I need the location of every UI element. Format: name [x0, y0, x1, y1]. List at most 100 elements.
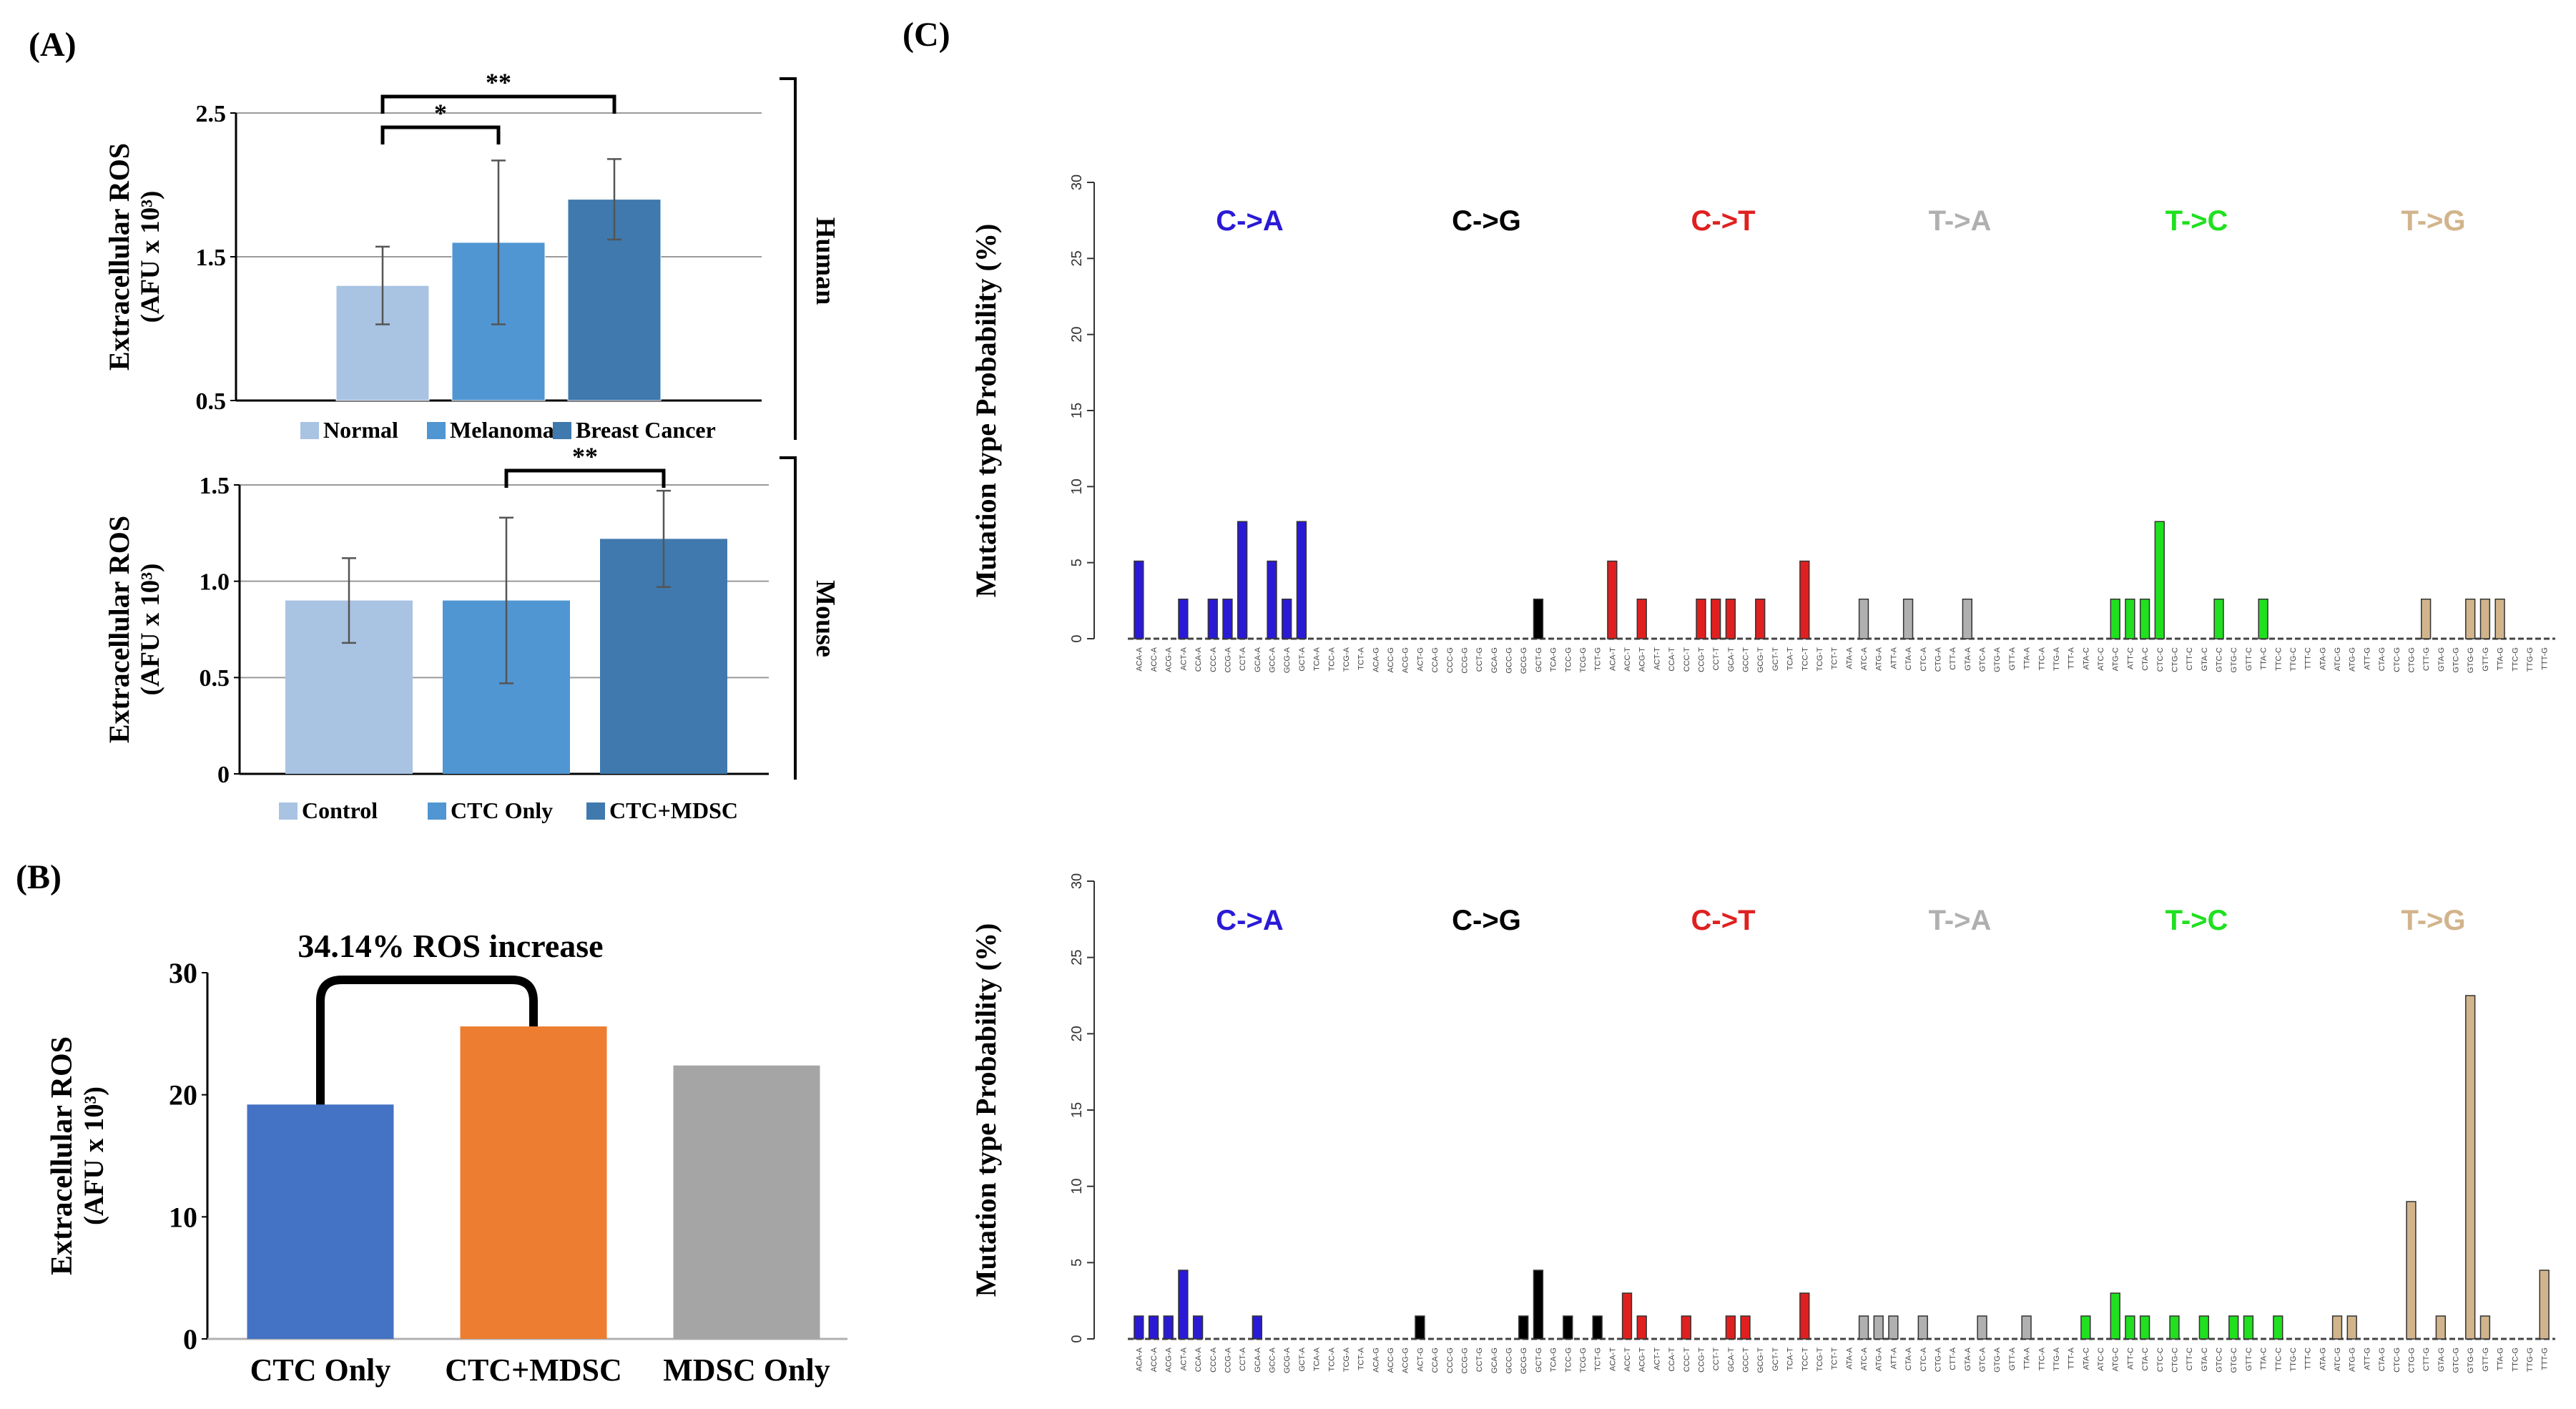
context-tick-label: TCA-G [1550, 1347, 1558, 1372]
chart-a-mouse: 0 0.5 1.0 1.5 Extracellular ROS (AFU x 10³) **… [103, 442, 769, 823]
mutation-bar [2125, 1315, 2135, 1340]
context-tick-label: CTT-G [2422, 1347, 2431, 1371]
context-tick-label: GCT-T [1771, 647, 1780, 671]
y-tick-label: 0.5 [196, 388, 227, 415]
context-tick-label: TCC-A [1327, 1347, 1336, 1371]
context-tick-label: GCC-G [1505, 1347, 1514, 1374]
context-tick-label: TTT-G [2541, 647, 2550, 670]
context-tick-label: CCT-T [1712, 1347, 1721, 1371]
context-tick-label: CTA-C [2141, 1347, 2150, 1371]
context-tick-label: GCA-T [1727, 1347, 1736, 1373]
mutation-bar [1592, 1315, 1603, 1340]
mouse-bracket [780, 456, 797, 780]
human-label: Human [810, 217, 840, 305]
y-axis-label-units: (AFU x 10³) [135, 564, 164, 696]
context-tick-label: CCG-A [1224, 1347, 1232, 1373]
mutation-bar [2125, 598, 2135, 639]
context-tick-label: TTC-C [2274, 647, 2283, 671]
mutation-bar [1621, 1292, 1633, 1340]
legend-label: Control [302, 797, 378, 823]
mutation-group-label: C->A [1216, 205, 1283, 237]
context-tick-label: TCT-T [1831, 647, 1839, 669]
context-tick-label: GCC-T [1742, 647, 1751, 672]
context-tick-label: TTA-A [2023, 1347, 2032, 1370]
context-tick-label: ATC-C [2097, 1347, 2105, 1371]
legend-label: Normal [323, 417, 398, 443]
human-bracket [780, 77, 797, 440]
y-tick-label: 20 [1069, 1026, 1085, 1041]
context-tick-label: CCT-G [1475, 1347, 1484, 1372]
mutation-bar [2479, 1315, 2491, 1340]
mutation-bar [2080, 1315, 2091, 1340]
context-tick-label: TTC-G [2511, 1347, 2520, 1372]
context-tick-label: GTA-A [1964, 1347, 1972, 1370]
y-tick-label: 1.0 [200, 569, 230, 596]
legend-swatch [300, 422, 319, 439]
legend-label: Melanoma [450, 417, 554, 443]
legend-label: CTC Only [451, 797, 553, 823]
context-tick-label: CCA-T [1668, 1347, 1676, 1372]
context-tick-label: TTC-C [2274, 1347, 2283, 1371]
context-tick-label: TCT-G [1594, 1347, 1603, 1371]
increase-bracket [316, 976, 538, 1105]
context-tick-label: CCC-T [1683, 1347, 1691, 1372]
y-tick-label: 5 [1069, 1259, 1085, 1267]
y-tick-label: 1.5 [196, 245, 227, 271]
y-tick-label: 25 [1069, 950, 1085, 966]
y-tick-label: 15 [1069, 403, 1085, 418]
context-tick-label: GCG-A [1283, 1347, 1292, 1373]
context-tick-label: GCA-G [1490, 647, 1499, 673]
y-tick-label: 30 [1069, 873, 1085, 889]
y-tick-label: 30 [1069, 175, 1085, 190]
legend-swatch [427, 422, 446, 439]
mutation-bar [1267, 560, 1277, 639]
mutation-bar [1282, 598, 1292, 639]
x-category-label: CTC Only [250, 1352, 391, 1388]
mutation-bar [1518, 1315, 1529, 1340]
context-tick-label: TTA-C [2260, 647, 2268, 670]
mutation-group-label: T->A [1929, 205, 1992, 237]
context-tick-label: ATC-A [1860, 1347, 1869, 1370]
context-tick-label: GTT-A [2008, 647, 2017, 670]
mutation-bar [1725, 598, 1736, 639]
context-tick-label: GCA-G [1490, 1347, 1499, 1373]
bar-mdsc-only [673, 1065, 820, 1339]
context-tick-label: TTA-A [2023, 647, 2032, 669]
panel-label-c: (C) [903, 16, 950, 54]
context-tick-label: TTG-C [2289, 647, 2298, 672]
context-tick-label: GCC-T [1742, 1347, 1751, 1373]
context-tick-label: TTT-C [2304, 647, 2313, 669]
context-tick-label: ACT-G [1416, 1347, 1425, 1372]
mutation-bar [1977, 1315, 1987, 1340]
context-tick-label: GTG-G [2467, 647, 2475, 673]
legend-swatch [428, 802, 446, 820]
context-tick-label: TTA-C [2260, 1347, 2268, 1370]
context-tick-label: GCA-A [1254, 647, 1262, 672]
mutation-bar [2479, 598, 2491, 639]
context-tick-label: TTT-G [2541, 1347, 2550, 1370]
context-tick-label: GCG-A [1283, 647, 1292, 673]
context-tick-label: TCC-G [1564, 1347, 1573, 1373]
context-tick-label: TCT-G [1594, 647, 1603, 671]
context-tick-label: GCT-G [1535, 647, 1543, 672]
context-tick-label: ATA-G [2319, 647, 2327, 670]
y-tick-label: 15 [1069, 1102, 1085, 1118]
context-tick-label: GTT-C [2245, 1347, 2253, 1371]
context-tick-label: ATC-G [2334, 647, 2342, 671]
context-tick-label: CTT-C [2186, 647, 2194, 670]
context-tick-label: TTG-G [2526, 647, 2535, 672]
context-tick-label: TCT-A [1357, 1347, 1366, 1370]
mutation-bar [1696, 598, 1706, 639]
y-tick-label: 30 [169, 957, 197, 989]
mutation-bar [2139, 1315, 2150, 1340]
mutation-bar [1237, 521, 1248, 639]
context-tick-label: ACC-T [1623, 1347, 1632, 1372]
context-tick-label: ATG-G [2349, 1347, 2357, 1372]
panel-label-b: (B) [16, 858, 62, 896]
y-axis-label: Extracellular ROS [103, 143, 135, 370]
bar-ctc-only [247, 1104, 394, 1339]
context-tick-label: ATA-A [1845, 647, 1854, 669]
context-tick-label: ACC-A [1150, 1347, 1159, 1372]
chart-c-top: 0 5 10 15 20 25 30 Mutation type Probability (%… [970, 175, 2555, 674]
